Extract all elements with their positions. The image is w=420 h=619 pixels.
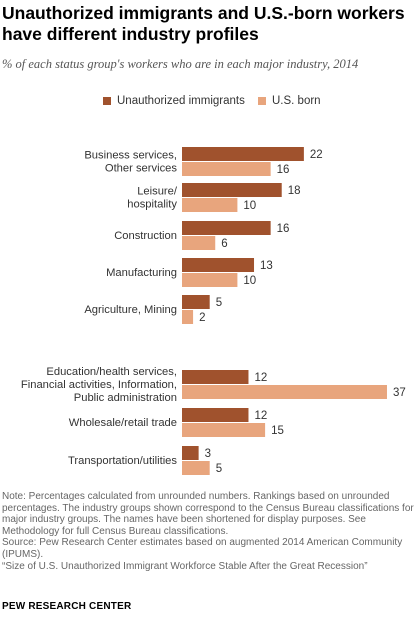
bar-us-born-3 (182, 273, 238, 287)
data-label-unauthorized-4: 5 (216, 297, 222, 309)
category-label-6: Wholesale/retail trade (69, 417, 177, 429)
note-text: Note: Percentages calculated from unroun… (2, 491, 414, 537)
data-label-unauthorized-0: 22 (310, 149, 323, 161)
data-label-unauthorized-3: 13 (260, 260, 273, 272)
legend-swatch-us-born (258, 97, 266, 105)
chart-subtitle: % of each status group's workers who are… (2, 57, 359, 71)
bar-chart: 22 16 Business services, Other services 18 10… (21, 147, 406, 475)
source-text: Source: Pew Research Center estimates ba… (2, 537, 403, 560)
data-label-unauthorized-1: 18 (288, 185, 301, 197)
bar-us-born-2 (182, 236, 216, 250)
chart-notes: Note: Percentages calculated from unroun… (2, 491, 418, 572)
bar-unauthorized-2 (182, 221, 271, 235)
data-label-unauthorized-7: 3 (205, 448, 211, 460)
data-label-unauthorized-5: 12 (254, 372, 267, 384)
brand-name: PEW RESEARCH CENTER (2, 601, 132, 612)
category-label-3: Manufacturing (106, 267, 177, 279)
data-label-us-born-7: 5 (216, 463, 222, 475)
category-label-0: Business services, Other services (84, 150, 177, 175)
category-label-5: Education/health services, Financial acti… (21, 366, 177, 404)
category-label-7: Transportation/utilities (68, 455, 177, 467)
bar-us-born-4 (182, 310, 194, 324)
category-label-2: Construction (114, 230, 177, 242)
legend-swatch-unauthorized (103, 97, 111, 105)
bar-unauthorized-1 (182, 183, 282, 197)
data-label-unauthorized-6: 12 (254, 410, 267, 422)
category-label-4: Agriculture, Mining (84, 304, 177, 316)
data-label-us-born-6: 15 (271, 425, 284, 437)
data-label-us-born-2: 6 (221, 238, 227, 250)
bar-us-born-0 (182, 162, 271, 176)
legend-item-unauthorized: Unauthorized immigrants (103, 95, 245, 107)
chart-title: Unauthorized immigrants and U.S.-born wo… (2, 3, 405, 44)
bar-us-born-7 (182, 461, 210, 475)
report-title-text: “Size of U.S. Unauthorized Immigrant Wor… (2, 560, 368, 572)
bar-us-born-1 (182, 198, 238, 212)
bar-unauthorized-0 (182, 147, 304, 161)
data-label-us-born-4: 2 (199, 312, 205, 324)
legend-label-unauthorized: Unauthorized immigrants (117, 95, 245, 107)
data-label-us-born-1: 10 (243, 200, 256, 212)
data-label-us-born-5: 37 (393, 387, 406, 399)
legend: Unauthorized immigrants U.S. born (0, 95, 420, 109)
bar-unauthorized-5 (182, 370, 249, 384)
bar-unauthorized-7 (182, 446, 199, 460)
data-label-us-born-0: 16 (277, 164, 290, 176)
bar-unauthorized-6 (182, 408, 249, 422)
legend-item-us-born: U.S. born (258, 95, 321, 107)
bar-unauthorized-3 (182, 258, 255, 272)
legend-label-us-born: U.S. born (272, 95, 321, 107)
bar-unauthorized-4 (182, 295, 210, 309)
category-label-1: Leisure/hospitality (127, 186, 178, 211)
bar-us-born-5 (182, 385, 387, 399)
data-label-us-born-3: 10 (243, 275, 256, 287)
data-label-unauthorized-2: 16 (277, 223, 290, 235)
bar-us-born-6 (182, 423, 266, 437)
